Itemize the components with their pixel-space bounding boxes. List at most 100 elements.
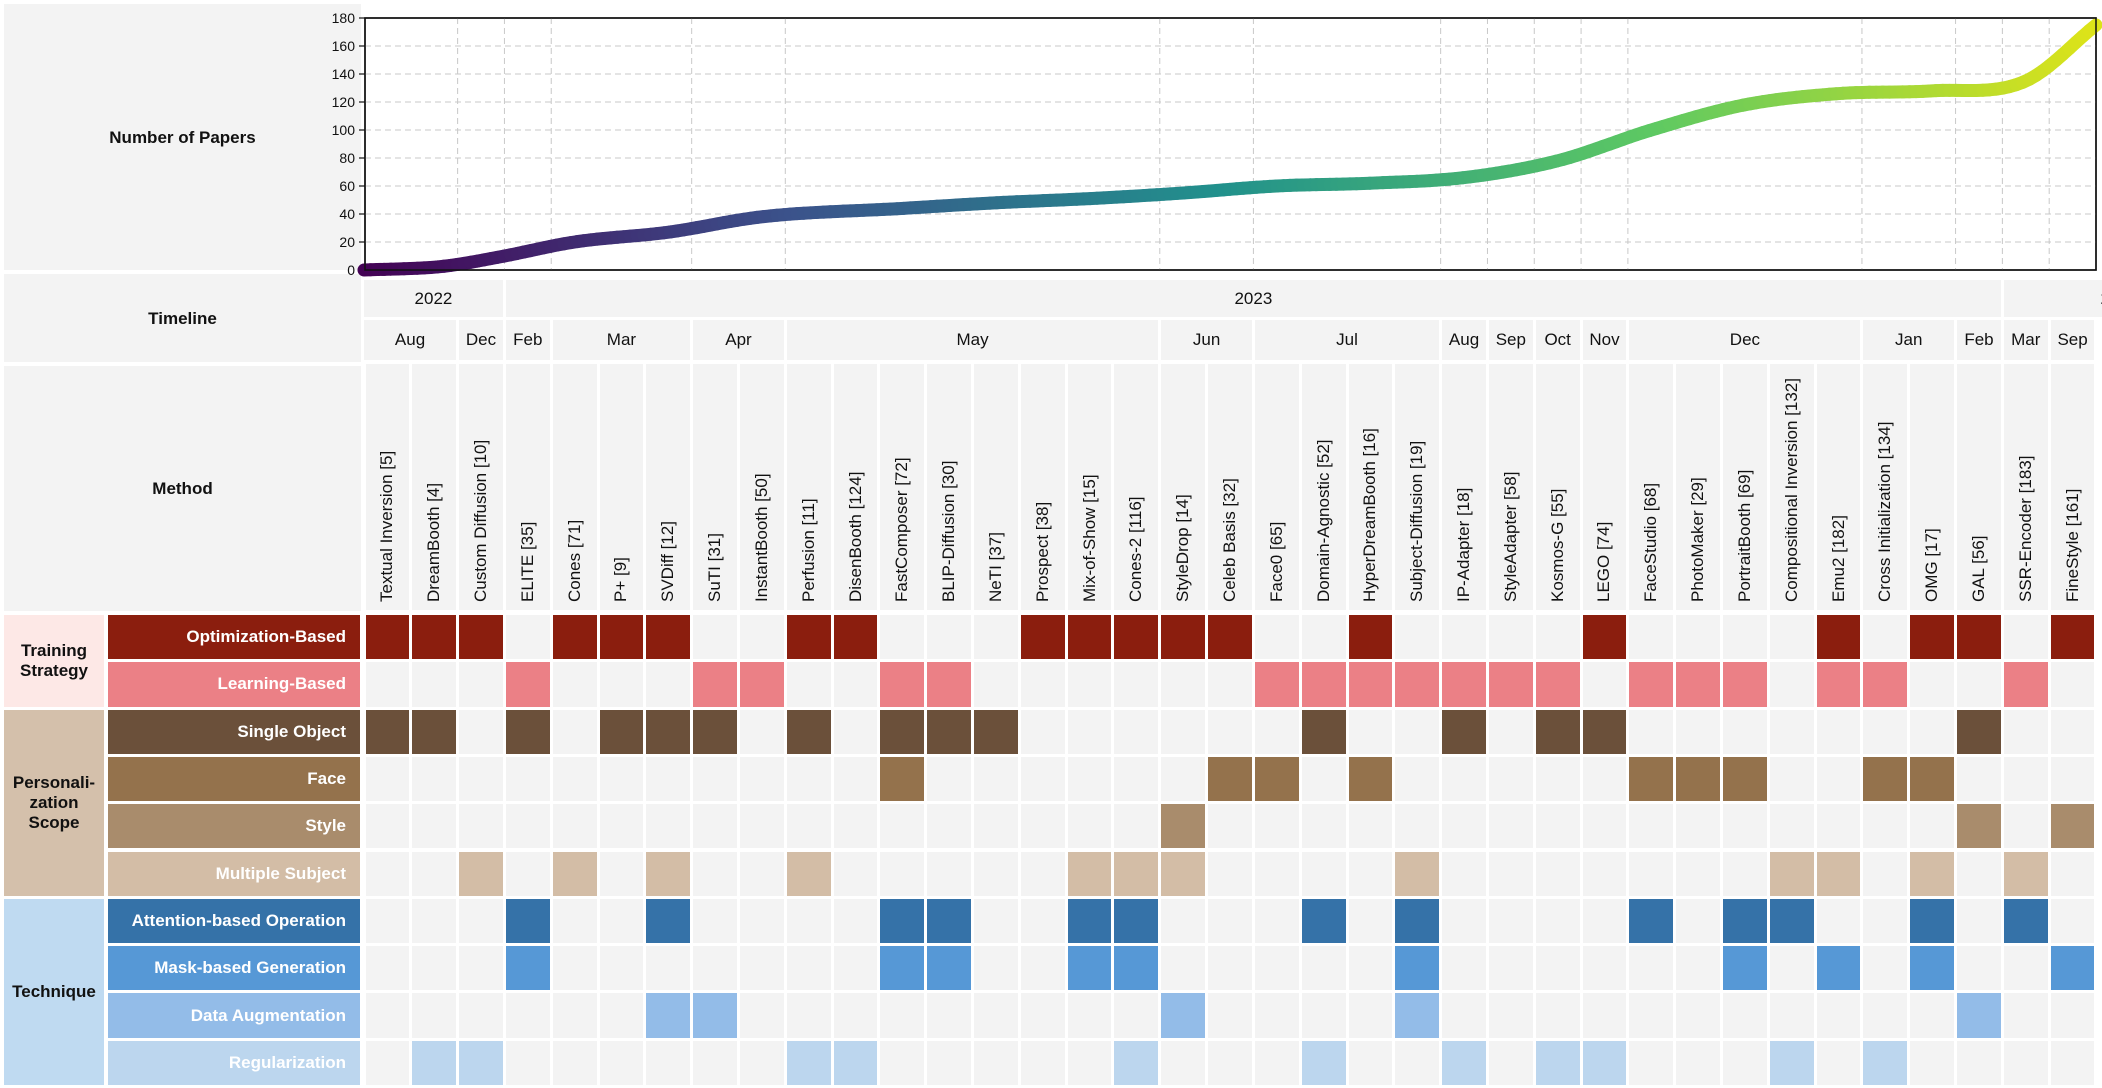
matrix-cell-empty [552, 898, 597, 944]
method-label: Mix-of-Show [15] [1079, 474, 1099, 602]
matrix-cell-empty [1161, 898, 1206, 944]
matrix-cell-empty [1254, 615, 1299, 660]
method-column-bg [1769, 364, 1814, 610]
matrix-cell-empty [833, 756, 878, 802]
matrix-cell-empty [1769, 709, 1814, 754]
month-label: Nov [1582, 320, 1627, 360]
matrix-cell-empty [1208, 993, 1252, 1038]
matrix-cell-empty [365, 946, 410, 991]
matrix-cell-empty [646, 756, 691, 802]
matrix-cell-empty [1020, 898, 1065, 944]
matrix-cell-filled [833, 1040, 878, 1085]
method-label: Kosmos-G [55] [1547, 488, 1567, 602]
method-label: FaceStudio [68] [1641, 482, 1661, 602]
matrix-cell-empty [1535, 756, 1580, 802]
matrix-cell-filled [2050, 946, 2095, 991]
matrix-cell-empty [505, 756, 550, 802]
matrix-cell-empty [1395, 615, 1440, 660]
matrix-cell-empty [505, 615, 550, 660]
method-label: PortraitBooth [69] [1734, 469, 1754, 602]
matrix-cell-empty [1957, 1040, 2001, 1085]
matrix-cell-empty [833, 709, 878, 754]
matrix-cell-empty [1676, 851, 1720, 896]
method-column-bg [1114, 364, 1159, 610]
category-label: Style [108, 804, 360, 849]
matrix-cell-empty [412, 946, 457, 991]
matrix-cell-empty [1863, 851, 1908, 896]
matrix-cell-empty [1676, 709, 1720, 754]
month-label: Oct [1535, 320, 1580, 360]
matrix-cell-empty [646, 1040, 691, 1085]
matrix-cell-filled [1488, 662, 1533, 707]
matrix-cell-empty [646, 946, 691, 991]
matrix-cell-filled [1020, 615, 1065, 660]
matrix-cell-empty [1629, 1040, 1674, 1085]
matrix-cell-filled [927, 662, 972, 707]
matrix-cell-filled [1348, 662, 1393, 707]
matrix-cell-empty [599, 662, 644, 707]
matrix-cell-filled [1957, 709, 2001, 754]
matrix-cell-filled [786, 851, 831, 896]
matrix-cell-empty [1208, 851, 1252, 896]
y-tick-label: 100 [332, 122, 356, 138]
method-column-bg [693, 364, 737, 610]
matrix-cell-empty [1442, 804, 1486, 849]
method-label: Method [152, 479, 213, 498]
matrix-cell-filled [1161, 804, 1206, 849]
matrix-cell-empty [1254, 804, 1299, 849]
matrix-cell-filled [1395, 851, 1440, 896]
matrix-cell-filled [1114, 946, 1159, 991]
matrix-cell-empty [1535, 898, 1580, 944]
matrix-cell-empty [739, 851, 784, 896]
matrix-cell-empty [1582, 756, 1627, 802]
matrix-cell-empty [1676, 804, 1720, 849]
matrix-cell-filled [1629, 662, 1674, 707]
matrix-cell-empty [599, 993, 644, 1038]
matrix-cell-filled [412, 709, 457, 754]
matrix-cell-empty [1723, 709, 1767, 754]
matrix-cell-filled [1676, 662, 1720, 707]
papers-label: Number of Papers [109, 127, 256, 147]
matrix-cell-empty [552, 993, 597, 1038]
matrix-cell-filled [1863, 756, 1908, 802]
matrix-cell-filled [927, 709, 972, 754]
matrix-cell-empty [739, 709, 784, 754]
month-label: Aug [364, 320, 457, 360]
method-column-bg [1301, 364, 1346, 610]
matrix-cell-empty [880, 851, 925, 896]
method-column-bg [2003, 364, 2048, 610]
method-column-bg [365, 364, 410, 610]
matrix-cell-empty [974, 1040, 1018, 1085]
matrix-cell-empty [786, 993, 831, 1038]
month-label: Jul [1254, 320, 1440, 360]
method-column-bg [2050, 364, 2095, 610]
matrix-cell-empty [1067, 1040, 1112, 1085]
matrix-cell-filled [646, 709, 691, 754]
matrix-cell-filled [1629, 756, 1674, 802]
matrix-cell-filled [459, 851, 503, 896]
matrix-cell-empty [2003, 804, 2048, 849]
month-label: Mar [552, 320, 691, 360]
method-label: Custom Diffusion [10] [471, 439, 491, 602]
matrix-cell-empty [1629, 851, 1674, 896]
method-column-bg [1723, 364, 1767, 610]
matrix-cell-filled [1161, 615, 1206, 660]
matrix-cell-filled [505, 709, 550, 754]
matrix-cell-empty [1114, 662, 1159, 707]
matrix-cell-filled [1348, 615, 1393, 660]
matrix-cell-empty [552, 662, 597, 707]
matrix-cell-empty [739, 1040, 784, 1085]
matrix-cell-empty [1535, 615, 1580, 660]
method-label: Compositional Inversion [132] [1781, 378, 1801, 602]
matrix-cell-empty [1629, 993, 1674, 1038]
matrix-cell-filled [1161, 851, 1206, 896]
matrix-cell-empty [1863, 804, 1908, 849]
year-label: 2022 [364, 280, 503, 317]
method-column-bg [880, 364, 925, 610]
matrix-cell-empty [1208, 946, 1252, 991]
matrix-cell-empty [974, 946, 1018, 991]
matrix-cell-empty [1301, 804, 1346, 849]
matrix-cell-empty [693, 851, 737, 896]
matrix-cell-filled [1535, 1040, 1580, 1085]
matrix-cell-empty [974, 756, 1018, 802]
